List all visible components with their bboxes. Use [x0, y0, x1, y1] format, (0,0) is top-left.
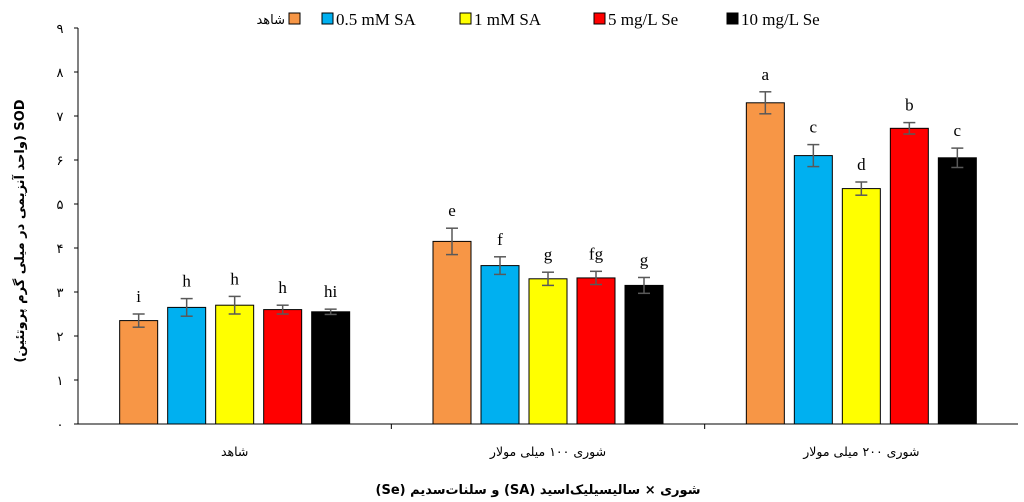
legend-swatch: [726, 12, 739, 25]
significance-letter: a: [762, 65, 770, 84]
legend-label: شاهد: [256, 13, 285, 28]
bar: [119, 320, 159, 425]
legend-label: 0.5 mM SA: [336, 10, 417, 29]
bar: [432, 240, 472, 425]
significance-letter: fg: [589, 244, 604, 263]
bar: [167, 306, 207, 425]
significance-letter: e: [448, 201, 456, 220]
y-tick-label: ۱: [57, 374, 64, 389]
bar: [311, 311, 351, 425]
significance-letter: d: [857, 155, 866, 174]
legend-swatch: [459, 12, 472, 25]
bar: [745, 102, 785, 425]
bar: [576, 277, 616, 425]
bar: [937, 157, 977, 425]
significance-letter: hi: [324, 282, 338, 301]
legend-label: 10 mg/L Se: [741, 10, 820, 29]
significance-letter: h: [230, 269, 239, 288]
bar: [528, 278, 568, 425]
x-category-label: شاهد: [221, 444, 248, 459]
x-category-label: شوری ۱۰۰ میلی مولار: [489, 444, 606, 460]
bar: [793, 155, 833, 425]
y-tick-label: ۸: [57, 66, 64, 81]
significance-letter: i: [136, 287, 141, 306]
y-tick-label: ۲: [57, 330, 64, 345]
legend: شاهد 0.5 mM SA 1 mM SA 5 mg/L Se 10 mg/L Se: [256, 10, 819, 29]
y-axis-title: SOD (واحد آنزیمی در میلی گرم پروتئین): [11, 99, 28, 362]
x-axis: شاهد شوری ۱۰۰ میلی مولار شوری ۲۰۰ میلی مول…: [78, 423, 1018, 460]
bar: [480, 265, 520, 425]
y-tick-label: ۴: [57, 242, 64, 257]
bar: [841, 188, 881, 425]
bar: [215, 304, 255, 425]
y-tick-label: ۵: [57, 198, 64, 213]
x-category-label: شوری ۲۰۰ میلی مولار: [802, 444, 919, 460]
legend-swatch: [593, 12, 606, 25]
bar: [263, 309, 303, 425]
significance-letter: h: [278, 278, 287, 297]
significance-letter: c: [954, 121, 962, 140]
significance-letter: c: [810, 118, 818, 137]
legend-swatch: [321, 12, 334, 25]
y-tick-label: ۷: [57, 110, 64, 125]
significance-letter: g: [544, 245, 553, 264]
legend-swatch: [288, 12, 301, 25]
significance-letter: h: [182, 272, 191, 291]
x-axis-title: شوری × سالیسیلیک‌اسید (SA) و سلنات‌سدیم …: [376, 483, 701, 498]
y-tick-label: ۹: [57, 22, 64, 37]
y-tick-label: ۶: [57, 154, 64, 169]
y-axis: ۰ ۱ ۲ ۳ ۴ ۵ ۶ ۷ ۸ ۹: [57, 22, 79, 433]
significance-letter: g: [640, 250, 649, 269]
significance-letter: b: [905, 96, 914, 115]
legend-label: 1 mM SA: [474, 10, 542, 29]
significance-letter: f: [497, 230, 503, 249]
y-tick-label: ۰: [57, 418, 64, 433]
y-tick-label: ۳: [57, 286, 64, 301]
bar: [889, 127, 929, 425]
bar: [624, 284, 664, 425]
legend-label: 5 mg/L Se: [608, 10, 678, 29]
